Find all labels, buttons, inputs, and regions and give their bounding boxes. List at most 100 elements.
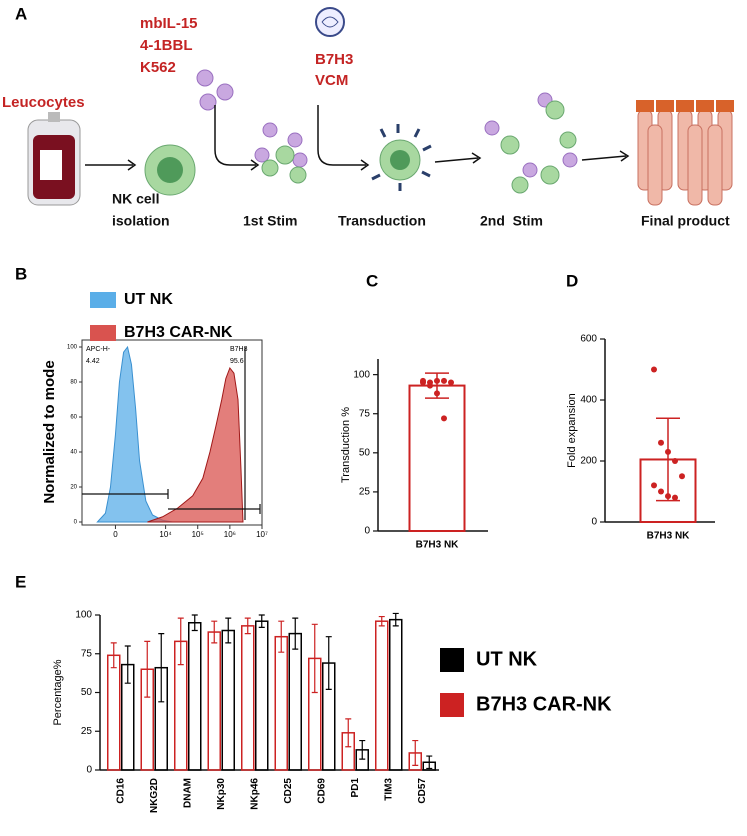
x-tick-label: NKp30 — [216, 778, 227, 810]
y-axis-label: Normalized to mode — [41, 360, 58, 503]
error-bar — [144, 640, 151, 698]
bar — [107, 654, 121, 771]
error-bar — [412, 739, 419, 766]
y-tick-label: 0 — [364, 526, 370, 537]
y-tick-label: 600 — [580, 334, 597, 345]
y-tick-label: 60 — [70, 415, 77, 421]
stimulus-text: 4-1BBL — [140, 37, 193, 54]
histogram-area — [96, 345, 173, 523]
data-point — [672, 458, 678, 464]
legend-swatch — [440, 693, 464, 717]
step-label: NK cell — [112, 191, 159, 207]
data-point — [665, 493, 671, 500]
x-tick-label: NKG2D — [149, 778, 160, 813]
x-tick-label: CD57 — [417, 778, 428, 804]
x-tick-label: TIM3 — [383, 778, 394, 801]
error-bar — [292, 617, 299, 650]
step-label: 2nd Stim — [480, 213, 543, 229]
bar — [274, 635, 288, 771]
y-tick-label: 75 — [81, 648, 93, 659]
panel-label: D — [566, 271, 578, 290]
gate-value: 95.6 — [230, 358, 244, 365]
gate-value: 4.42 — [86, 358, 100, 365]
data-point — [651, 366, 657, 373]
x-tick-label: CD16 — [115, 778, 126, 804]
error-bar — [177, 617, 184, 666]
error-bar — [225, 617, 232, 644]
x-tick-label: DNAM — [182, 778, 193, 808]
y-tick-label: 40 — [70, 450, 77, 456]
panel-label: A — [15, 4, 27, 23]
y-axis-label: Fold expansion — [566, 393, 578, 468]
error-bar — [359, 739, 366, 760]
x-tick-label: CD25 — [283, 778, 294, 804]
error-bar — [124, 645, 131, 684]
data-point — [441, 377, 447, 384]
legend-label: UT NK — [124, 291, 173, 308]
bar — [255, 620, 269, 771]
x-tick-label: PD1 — [350, 778, 361, 798]
panel-label: C — [366, 271, 378, 290]
y-tick-label: 50 — [81, 687, 93, 698]
x-tick-label: 10⁷ — [256, 530, 268, 539]
y-tick-label: 80 — [70, 380, 77, 386]
bar — [241, 625, 255, 771]
y-tick-label: 100 — [67, 345, 78, 351]
x-tick-label: 10⁴ — [159, 530, 172, 539]
bar — [288, 632, 302, 771]
data-point — [434, 390, 440, 397]
error-bar — [110, 642, 117, 669]
y-tick-label: 0 — [591, 517, 597, 528]
legend-swatch — [90, 325, 116, 341]
bar — [188, 622, 202, 771]
x-tick-label: 10⁵ — [192, 530, 204, 539]
data-point — [658, 488, 664, 495]
panel-label: E — [15, 572, 26, 591]
stimulus-text: VCM — [315, 72, 348, 89]
error-bar — [426, 755, 433, 770]
data-point — [665, 448, 671, 455]
stimulus-text: K562 — [140, 59, 176, 76]
error-bar — [211, 620, 218, 644]
data-point — [427, 382, 433, 389]
error-bar — [158, 633, 165, 703]
gate — [82, 347, 261, 520]
x-tick-label: NKp46 — [249, 778, 260, 810]
gate-name: APC-H- — [86, 346, 111, 353]
y-axis-label: Percentage% — [52, 659, 64, 725]
data-point — [679, 473, 685, 480]
error-bar — [656, 417, 680, 502]
error-bar — [325, 636, 332, 690]
data-point — [651, 482, 657, 489]
x-tick-label: B7H3 NK — [647, 531, 691, 542]
plot-frame — [81, 339, 263, 526]
step-label: Final product — [641, 213, 730, 229]
data-point — [448, 379, 454, 386]
data-point — [434, 377, 440, 384]
error-bar — [378, 615, 385, 627]
x-tick-label: B7H3 NK — [416, 540, 460, 551]
legend-swatch — [440, 648, 464, 672]
step-label: isolation — [112, 213, 170, 229]
histogram-area — [147, 366, 244, 523]
error-bar — [345, 718, 352, 748]
y-tick-label: 400 — [580, 395, 597, 406]
y-tick-label: 20 — [70, 485, 77, 491]
step-label: Transduction — [338, 213, 426, 229]
y-tick-label: 25 — [359, 487, 371, 498]
legend-label: B7H3 CAR-NK — [124, 324, 233, 341]
bar — [389, 618, 403, 771]
diagram-shapes — [27, 7, 734, 206]
bar — [408, 384, 466, 532]
source-text: Leucocytes — [2, 94, 85, 111]
x-tick-label: CD69 — [316, 778, 327, 804]
error-bar — [244, 617, 251, 635]
error-bar — [278, 620, 285, 653]
data-point — [658, 439, 664, 446]
y-tick-label: 25 — [81, 726, 93, 737]
y-tick-label: 100 — [353, 369, 370, 380]
x-tick-label: 0 — [113, 530, 118, 539]
bar — [375, 620, 389, 771]
stimulus-text: B7H3 — [315, 51, 353, 68]
